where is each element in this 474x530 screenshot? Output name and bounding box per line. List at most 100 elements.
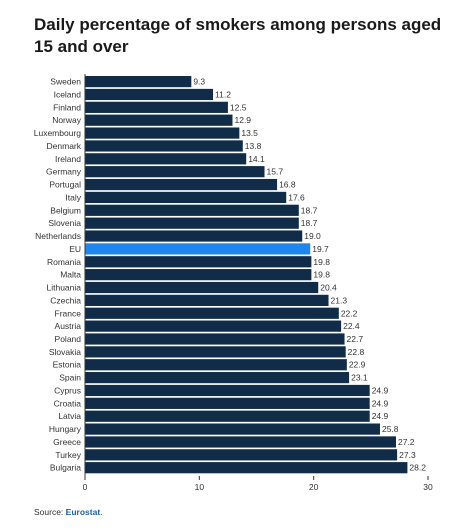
value-label-poland: 22.7	[347, 334, 364, 344]
category-label-iceland: Iceland	[54, 89, 82, 99]
bar-latvia	[85, 410, 370, 422]
bar-greece	[85, 436, 396, 448]
bar-germany	[85, 166, 265, 178]
bar-norway	[85, 114, 233, 126]
category-label-portugal: Portugal	[49, 180, 81, 190]
source-note: Source: Eurostat.	[34, 507, 103, 517]
category-label-france: France	[55, 308, 82, 318]
value-label-belgium: 18.7	[301, 205, 318, 215]
bar-cyprus	[85, 384, 370, 397]
bar-austria	[85, 320, 342, 332]
value-label-italy: 17.6	[288, 192, 305, 202]
bar-portugal	[85, 178, 278, 191]
value-label-sweden: 9.3	[193, 77, 205, 87]
category-label-lithuania: Lithuania	[46, 283, 81, 293]
category-label-malta: Malta	[60, 270, 81, 280]
category-label-sweden: Sweden	[50, 77, 81, 87]
category-label-latvia: Latvia	[58, 411, 81, 421]
value-label-czechia: 21.3	[331, 295, 348, 305]
category-label-turkey: Turkey	[55, 450, 81, 460]
x-axis: 0 10 20 30	[83, 74, 433, 492]
category-label-slovenia: Slovenia	[48, 218, 81, 228]
source-suffix: .	[100, 507, 103, 517]
category-label-finland: Finland	[53, 102, 81, 112]
bar-romania	[85, 256, 312, 268]
value-label-malta: 19.8	[313, 270, 330, 280]
value-label-bulgaria: 28.2	[409, 463, 426, 473]
bar-croatia	[85, 397, 370, 409]
value-label-france: 22.2	[341, 308, 358, 318]
category-label-romania: Romania	[47, 257, 81, 267]
bar-bulgaria	[85, 462, 408, 474]
category-label-denmark: Denmark	[47, 141, 82, 151]
category-label-ireland: Ireland	[55, 154, 81, 164]
source-prefix: Source:	[34, 507, 64, 517]
source-link[interactable]: Eurostat	[65, 507, 101, 517]
bar-netherlands	[85, 230, 303, 242]
value-label-netherlands: 19.0	[304, 231, 321, 241]
category-label-germany: Germany	[46, 167, 82, 177]
category-label-netherlands: Netherlands	[35, 231, 81, 241]
value-label-denmark: 13.8	[245, 141, 262, 151]
bar-ireland	[85, 153, 247, 165]
x-tick-label-0: 0	[83, 482, 88, 492]
bar-slovenia	[85, 217, 299, 229]
value-label-romania: 19.8	[313, 257, 330, 267]
value-label-latvia: 24.9	[372, 411, 389, 421]
bar-eu	[85, 243, 311, 255]
value-label-slovenia: 18.7	[301, 218, 318, 228]
x-tick-label-20: 20	[309, 482, 319, 492]
category-label-slovakia: Slovakia	[49, 347, 81, 357]
value-label-luxembourg: 13.5	[241, 128, 258, 138]
value-label-norway: 12.9	[234, 115, 251, 125]
category-label-cyprus: Cyprus	[54, 385, 81, 395]
category-label-austria: Austria	[55, 321, 82, 331]
bar-luxembourg	[85, 127, 240, 139]
value-label-hungary: 25.8	[382, 424, 399, 434]
category-label-bulgaria: Bulgaria	[50, 463, 81, 473]
category-label-italy: Italy	[65, 192, 81, 202]
category-label-czechia: Czechia	[50, 295, 81, 305]
bar-turkey	[85, 449, 398, 461]
value-label-portugal: 16.8	[279, 180, 296, 190]
category-label-croatia: Croatia	[54, 398, 82, 408]
value-label-lithuania: 20.4	[320, 283, 337, 293]
value-labels: 9.3 11.2 12.5 12.9 13.5 13.8 14.115.7 16.8 17.6 1…	[193, 77, 426, 473]
bar-czechia	[85, 294, 329, 306]
category-label-greece: Greece	[53, 437, 81, 447]
category-label-estonia: Estonia	[53, 360, 82, 370]
category-label-poland: Poland	[55, 334, 82, 344]
bar-slovakia	[85, 346, 346, 358]
value-label-ireland: 14.1	[248, 154, 265, 164]
category-label-spain: Spain	[59, 373, 81, 383]
bar-lithuania	[85, 281, 319, 294]
bar-denmark	[85, 140, 243, 152]
category-label-eu: EU	[69, 244, 81, 254]
bar-iceland	[85, 88, 214, 101]
category-label-belgium: Belgium	[50, 205, 81, 215]
value-label-germany: 15.7	[267, 167, 284, 177]
value-label-cyprus: 24.9	[372, 385, 389, 395]
value-label-slovakia: 22.8	[348, 347, 365, 357]
value-label-eu: 19.7	[312, 244, 329, 254]
value-label-turkey: 27.3	[399, 450, 416, 460]
bar-poland	[85, 333, 345, 345]
bar-sweden	[85, 76, 192, 88]
value-label-iceland: 11.2	[215, 89, 231, 99]
bar-hungary	[85, 423, 380, 435]
value-label-spain: 23.1	[351, 373, 368, 383]
category-label-norway: Norway	[52, 115, 82, 125]
value-label-greece: 27.2	[398, 437, 415, 447]
bars-group	[85, 76, 408, 474]
value-label-finland: 12.5	[230, 102, 247, 112]
bar-italy	[85, 191, 287, 204]
bar-malta	[85, 269, 312, 281]
value-label-croatia: 24.9	[372, 398, 389, 408]
bar-spain	[85, 372, 350, 384]
value-label-estonia: 22.9	[349, 360, 366, 370]
x-tick-label-10: 10	[195, 482, 205, 492]
category-labels: Sweden Iceland Finland Norway Luxembourg Denm…	[34, 77, 82, 473]
category-label-luxembourg: Luxembourg	[34, 128, 82, 138]
bar-france	[85, 307, 339, 319]
